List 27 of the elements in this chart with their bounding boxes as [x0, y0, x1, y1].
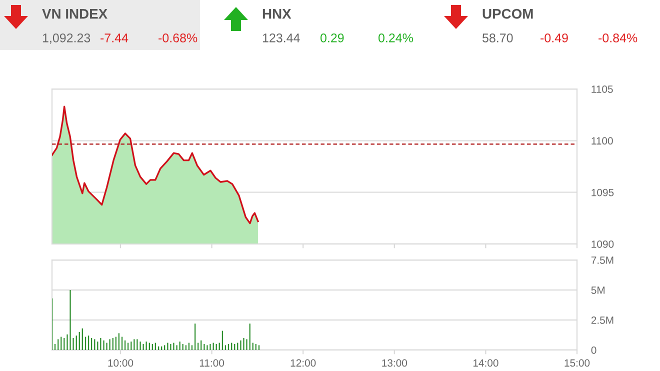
- text: 0.29: [320, 34, 344, 42]
- text: -0.49: [540, 34, 568, 42]
- x-tick-label: 13:00: [382, 359, 408, 367]
- x-tick-label: 10:00: [108, 359, 134, 367]
- text: UPCOM: [482, 8, 533, 19]
- y-tick-label: 7.5M: [591, 256, 614, 264]
- y-tick-label: 1095: [592, 188, 614, 196]
- y-tick-label: 5M: [591, 286, 605, 294]
- text: HNX: [262, 9, 292, 19]
- line-series: [52, 106, 259, 224]
- y-tick-label: 1100: [592, 137, 613, 145]
- text: 0.24%: [378, 34, 413, 42]
- text: 58.70: [482, 34, 513, 42]
- text: VN INDEX: [42, 9, 108, 19]
- y-tick-label: 0: [591, 346, 596, 354]
- text: -0.68%: [158, 34, 198, 42]
- text: -0.84%: [598, 34, 638, 42]
- x-tick-label: 11:00: [200, 359, 224, 367]
- y-tick-label: 1090: [592, 240, 614, 248]
- y-tick-label: 1105: [592, 86, 613, 93]
- text: 123.44: [262, 34, 300, 42]
- x-tick-label: 14:00: [473, 359, 498, 367]
- x-tick-label: 12:00: [290, 359, 316, 367]
- y-tick-label: 2.5M: [591, 316, 614, 324]
- x-tick-label: 15:00: [564, 359, 590, 367]
- text: -7.44: [100, 34, 128, 42]
- text: 1,092.23: [42, 34, 90, 44]
